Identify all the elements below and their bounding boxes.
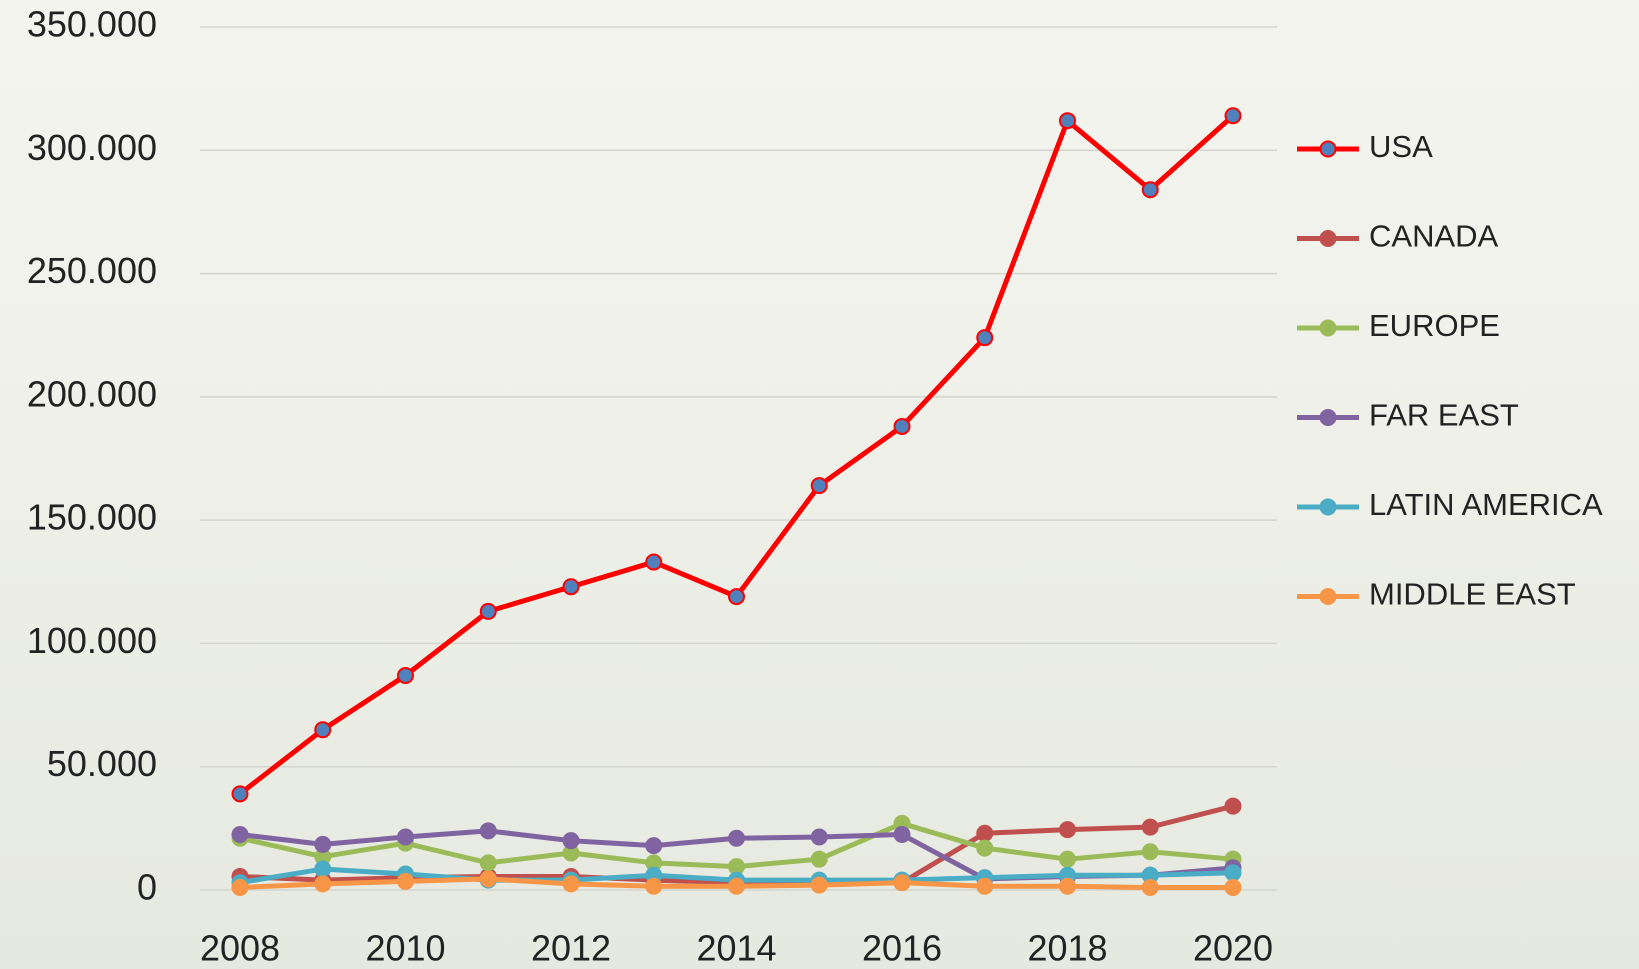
data-point — [646, 838, 661, 853]
data-point — [233, 827, 248, 842]
data-point — [895, 419, 910, 434]
data-point — [977, 330, 992, 345]
data-point — [895, 875, 910, 890]
data-point — [812, 878, 827, 893]
data-point — [729, 831, 744, 846]
x-tick-label: 2020 — [1193, 928, 1273, 969]
data-point — [1060, 113, 1075, 128]
legend-label: CANADA — [1369, 219, 1499, 254]
data-point — [1060, 852, 1075, 867]
data-point — [233, 786, 248, 801]
data-point — [1226, 799, 1241, 814]
y-tick-label: 300.000 — [27, 127, 157, 168]
x-tick-label: 2016 — [862, 928, 942, 969]
data-point — [315, 862, 330, 877]
legend-marker — [1321, 321, 1336, 336]
data-point — [1143, 880, 1158, 895]
data-point — [481, 871, 496, 886]
data-point — [1226, 108, 1241, 123]
data-point — [812, 852, 827, 867]
legend-label: EUROPE — [1369, 308, 1500, 343]
legend-marker — [1321, 142, 1336, 157]
data-point — [1060, 879, 1075, 894]
x-tick-label: 2008 — [200, 928, 280, 969]
data-point — [729, 589, 744, 604]
data-point — [895, 827, 910, 842]
data-point — [315, 722, 330, 737]
x-tick-label: 2018 — [1027, 928, 1107, 969]
legend-marker — [1321, 500, 1336, 515]
y-tick-label: 50.000 — [47, 743, 157, 784]
data-point — [1143, 182, 1158, 197]
y-tick-label: 0 — [137, 867, 157, 908]
y-tick-label: 350.000 — [27, 4, 157, 45]
data-point — [398, 829, 413, 844]
y-tick-label: 200.000 — [27, 373, 157, 414]
y-tick-label: 100.000 — [27, 620, 157, 661]
data-point — [1060, 822, 1075, 837]
data-point — [1226, 865, 1241, 880]
data-point — [315, 837, 330, 852]
data-point — [481, 823, 496, 838]
data-point — [315, 876, 330, 891]
data-point — [1143, 844, 1158, 859]
data-point — [481, 604, 496, 619]
chart: 0 50.000 100.000 150.000 200.000 250.000 300.0… — [0, 0, 1639, 969]
data-point — [481, 855, 496, 870]
data-point — [812, 478, 827, 493]
legend-label: LATIN AMERICA — [1369, 487, 1603, 522]
legend-marker — [1321, 589, 1336, 604]
data-point — [564, 876, 579, 891]
data-point — [1143, 820, 1158, 835]
data-point — [646, 555, 661, 570]
data-point — [233, 880, 248, 895]
legend-label: FAR EAST — [1369, 398, 1519, 433]
data-point — [977, 841, 992, 856]
data-point — [398, 874, 413, 889]
legend-label: USA — [1369, 129, 1433, 164]
data-point — [977, 826, 992, 841]
legend-marker — [1321, 410, 1336, 425]
data-point — [1226, 880, 1241, 895]
data-point — [812, 829, 827, 844]
legend-label: MIDDLE EAST — [1369, 577, 1576, 612]
data-point — [729, 879, 744, 894]
x-tick-label: 2014 — [696, 928, 776, 969]
data-point — [646, 879, 661, 894]
y-tick-label: 250.000 — [27, 250, 157, 291]
data-point — [398, 668, 413, 683]
x-tick-label: 2012 — [531, 928, 611, 969]
legend-marker — [1321, 231, 1336, 246]
data-point — [977, 879, 992, 894]
data-point — [564, 833, 579, 848]
x-tick-label: 2010 — [365, 928, 445, 969]
y-tick-label: 150.000 — [27, 497, 157, 538]
data-point — [564, 579, 579, 594]
